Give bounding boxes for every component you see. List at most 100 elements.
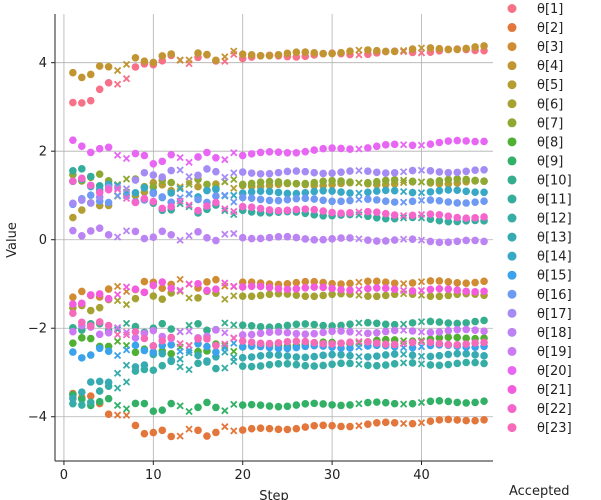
data-point — [292, 167, 301, 175]
data-point — [319, 196, 327, 205]
data-point — [372, 319, 381, 328]
data-point — [435, 351, 444, 360]
data-point — [69, 300, 77, 308]
data-point-rejected — [113, 384, 122, 392]
data-point — [471, 176, 479, 185]
data-point — [462, 399, 470, 407]
data-point-rejected — [399, 320, 408, 328]
data-point — [372, 187, 381, 195]
data-point — [140, 288, 149, 297]
data-point — [328, 350, 336, 359]
data-point — [462, 358, 470, 367]
legend-entry: θ[6] — [537, 97, 563, 112]
data-point — [444, 238, 453, 247]
data-point — [167, 166, 176, 175]
data-point — [444, 340, 453, 349]
data-point — [471, 317, 479, 326]
data-point — [104, 78, 113, 87]
data-point — [435, 397, 444, 405]
data-point — [149, 58, 158, 67]
data-point — [444, 333, 453, 342]
data-point — [319, 283, 327, 292]
data-point-rejected — [399, 419, 408, 428]
data-point — [247, 234, 256, 243]
legend-entry: θ[22] — [537, 402, 572, 417]
data-point — [328, 197, 336, 206]
data-point — [149, 189, 158, 198]
legend-marker — [507, 232, 517, 242]
data-point — [328, 144, 336, 152]
data-point — [480, 213, 488, 221]
data-point — [337, 327, 345, 335]
data-point — [194, 171, 202, 180]
data-point — [426, 140, 435, 148]
data-point — [265, 424, 274, 433]
data-point — [301, 423, 310, 431]
data-point — [86, 181, 95, 190]
data-point — [212, 167, 220, 176]
data-point — [381, 176, 390, 185]
data-point — [194, 228, 202, 236]
data-point — [95, 318, 104, 326]
data-point — [292, 194, 301, 203]
data-point — [319, 361, 327, 370]
data-point — [131, 421, 140, 430]
data-point — [328, 284, 336, 293]
data-point-rejected — [417, 286, 426, 295]
data-point — [310, 362, 319, 370]
data-point-rejected — [113, 337, 122, 346]
data-point — [453, 199, 462, 207]
data-point — [95, 387, 104, 395]
data-point — [453, 349, 462, 358]
data-point — [471, 236, 479, 245]
data-point-rejected — [122, 346, 131, 354]
legend-marker — [507, 213, 517, 223]
data-point — [203, 335, 211, 343]
data-point — [247, 292, 256, 301]
data-point — [140, 57, 149, 65]
data-point — [149, 281, 158, 290]
data-point-rejected — [185, 190, 193, 198]
data-point — [158, 157, 167, 166]
data-point — [480, 42, 488, 50]
data-point — [131, 227, 140, 236]
data-point — [364, 188, 372, 197]
data-point — [435, 238, 444, 247]
data-point-rejected — [230, 207, 238, 216]
legend-marker — [507, 4, 517, 13]
data-point — [140, 277, 149, 286]
data-point — [238, 233, 247, 242]
data-point-rejected — [122, 361, 131, 369]
data-point — [256, 282, 265, 291]
data-point — [158, 349, 167, 358]
data-point — [337, 197, 345, 206]
data-point — [319, 339, 327, 348]
data-point — [328, 327, 336, 336]
data-point-rejected — [230, 292, 238, 300]
data-point — [381, 209, 390, 218]
data-point — [480, 359, 488, 368]
data-point — [104, 143, 113, 152]
data-point — [480, 237, 488, 246]
data-point — [372, 142, 381, 151]
data-point — [158, 52, 167, 60]
data-point — [283, 425, 292, 434]
legend-marker — [507, 365, 517, 375]
data-point — [149, 197, 158, 206]
data-point — [408, 419, 417, 428]
data-point-rejected — [185, 232, 193, 240]
data-point-rejected — [355, 360, 363, 368]
legend-entry: θ[8] — [537, 135, 563, 150]
data-point — [328, 360, 336, 369]
data-point-rejected — [185, 366, 193, 374]
data-point-rejected — [230, 347, 238, 355]
data-point-rejected — [185, 321, 193, 329]
data-point-rejected — [176, 347, 184, 356]
data-point-rejected — [230, 184, 238, 192]
data-point — [364, 277, 372, 286]
data-point — [194, 403, 202, 412]
data-point — [274, 188, 283, 197]
data-point — [426, 188, 435, 196]
data-point-rejected — [230, 321, 238, 329]
data-point — [444, 319, 453, 327]
